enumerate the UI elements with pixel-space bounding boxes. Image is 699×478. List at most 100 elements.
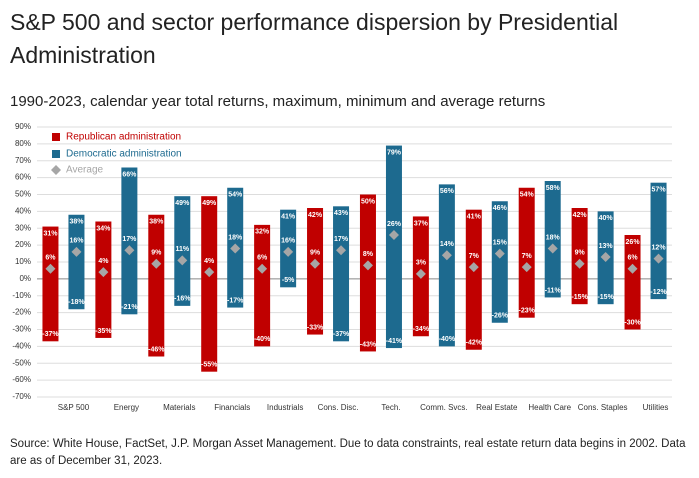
range-bar	[68, 214, 85, 310]
average-label: 14%	[440, 241, 455, 248]
average-marker	[388, 230, 399, 240]
x-tick-label: Health Care	[528, 403, 571, 412]
min-label: -34%	[413, 326, 430, 333]
average-marker	[627, 263, 638, 274]
min-label: -15%	[597, 294, 614, 301]
min-label: -33%	[307, 324, 324, 331]
y-tick-label: -10%	[12, 291, 31, 300]
max-label: 56%	[440, 188, 455, 195]
range-bar	[624, 235, 641, 330]
average-label: 9%	[151, 250, 162, 257]
y-tick-label: -40%	[12, 341, 31, 350]
range-bar	[359, 194, 376, 352]
y-tick-label: -30%	[12, 325, 31, 334]
x-tick-label: Tech.	[381, 403, 400, 412]
average-label: 18%	[546, 234, 561, 241]
max-label: 79%	[387, 149, 402, 156]
y-tick-label: 20%	[15, 240, 31, 249]
max-label: 38%	[69, 219, 84, 226]
min-label: -17%	[227, 297, 244, 304]
average-marker	[468, 262, 479, 273]
max-label: 46%	[493, 205, 508, 212]
max-label: 38%	[149, 219, 164, 226]
average-marker	[574, 258, 585, 269]
average-label: 26%	[387, 221, 402, 228]
x-tick-label: Cons. Staples	[578, 403, 628, 412]
average-label: 11%	[175, 246, 189, 253]
range-bar	[465, 209, 482, 350]
chart-subtitle: 1990-2023, calendar year total returns, …	[10, 93, 546, 110]
average-label: 4%	[204, 258, 215, 265]
max-label: 50%	[361, 198, 376, 205]
y-tick-label: 70%	[15, 156, 31, 165]
range-bar	[333, 206, 350, 342]
x-tick-label: Materials	[163, 403, 195, 412]
max-label: 31%	[43, 230, 58, 237]
max-label: 54%	[228, 192, 243, 199]
min-label: -55%	[201, 362, 218, 369]
average-marker	[653, 253, 664, 264]
max-label: 43%	[334, 210, 349, 217]
average-label: 7%	[522, 253, 533, 260]
min-label: -21%	[121, 304, 138, 311]
average-label: 15%	[493, 239, 508, 246]
min-label: -41%	[386, 338, 403, 345]
min-label: -35%	[95, 328, 112, 335]
range-bar	[518, 187, 535, 318]
x-tick-label: Financials	[214, 403, 250, 412]
average-marker	[177, 255, 188, 266]
average-label: 12%	[652, 244, 667, 251]
min-label: -23%	[519, 308, 536, 315]
legend-swatch	[52, 133, 60, 141]
average-marker	[230, 243, 241, 254]
average-label: 3%	[416, 260, 427, 267]
max-label: 26%	[626, 239, 641, 246]
min-label: -26%	[492, 313, 509, 320]
max-label: 49%	[202, 200, 217, 207]
max-label: 66%	[122, 171, 137, 178]
x-tick-label: S&P 500	[58, 403, 90, 412]
average-label: 16%	[69, 238, 84, 245]
range-bar	[254, 224, 271, 347]
min-label: -46%	[148, 346, 165, 353]
y-tick-label: 30%	[15, 223, 31, 232]
average-label: 9%	[310, 250, 321, 257]
y-tick-label: 40%	[15, 206, 31, 215]
min-label: -40%	[439, 336, 456, 343]
min-label: -5%	[282, 277, 295, 284]
range-bar	[121, 167, 138, 315]
average-label: 7%	[469, 253, 480, 260]
y-tick-label: 10%	[15, 257, 31, 266]
max-label: 41%	[467, 214, 482, 221]
y-tick-label: -50%	[12, 358, 31, 367]
max-label: 34%	[96, 225, 111, 232]
y-tick-label: -20%	[12, 308, 31, 317]
y-tick-label: 0%	[19, 274, 31, 283]
average-marker	[600, 251, 611, 262]
average-marker	[310, 258, 321, 269]
legend-label: Republican administration	[66, 132, 181, 143]
chart-title: S&P 500 and sector performance dispersio…	[10, 9, 619, 68]
min-label: -37%	[333, 331, 350, 338]
average-label: 6%	[45, 255, 56, 262]
min-label: -40%	[254, 336, 271, 343]
average-label: 18%	[228, 234, 243, 241]
max-label: 42%	[308, 212, 323, 219]
max-label: 40%	[599, 215, 614, 222]
min-label: -43%	[360, 341, 377, 348]
max-label: 41%	[281, 214, 296, 221]
average-label: 17%	[122, 236, 137, 243]
average-marker	[204, 267, 215, 278]
average-label: 8%	[363, 251, 374, 258]
y-tick-label: -70%	[12, 392, 31, 401]
legend-swatch	[52, 150, 60, 158]
max-label: 37%	[414, 220, 429, 227]
min-label: -12%	[650, 289, 667, 296]
x-tick-label: Cons. Disc.	[318, 403, 359, 412]
average-marker	[45, 263, 56, 274]
average-marker	[124, 245, 135, 256]
average-label: 6%	[627, 255, 638, 262]
average-marker	[494, 248, 505, 259]
x-tick-label: Energy	[114, 403, 139, 412]
